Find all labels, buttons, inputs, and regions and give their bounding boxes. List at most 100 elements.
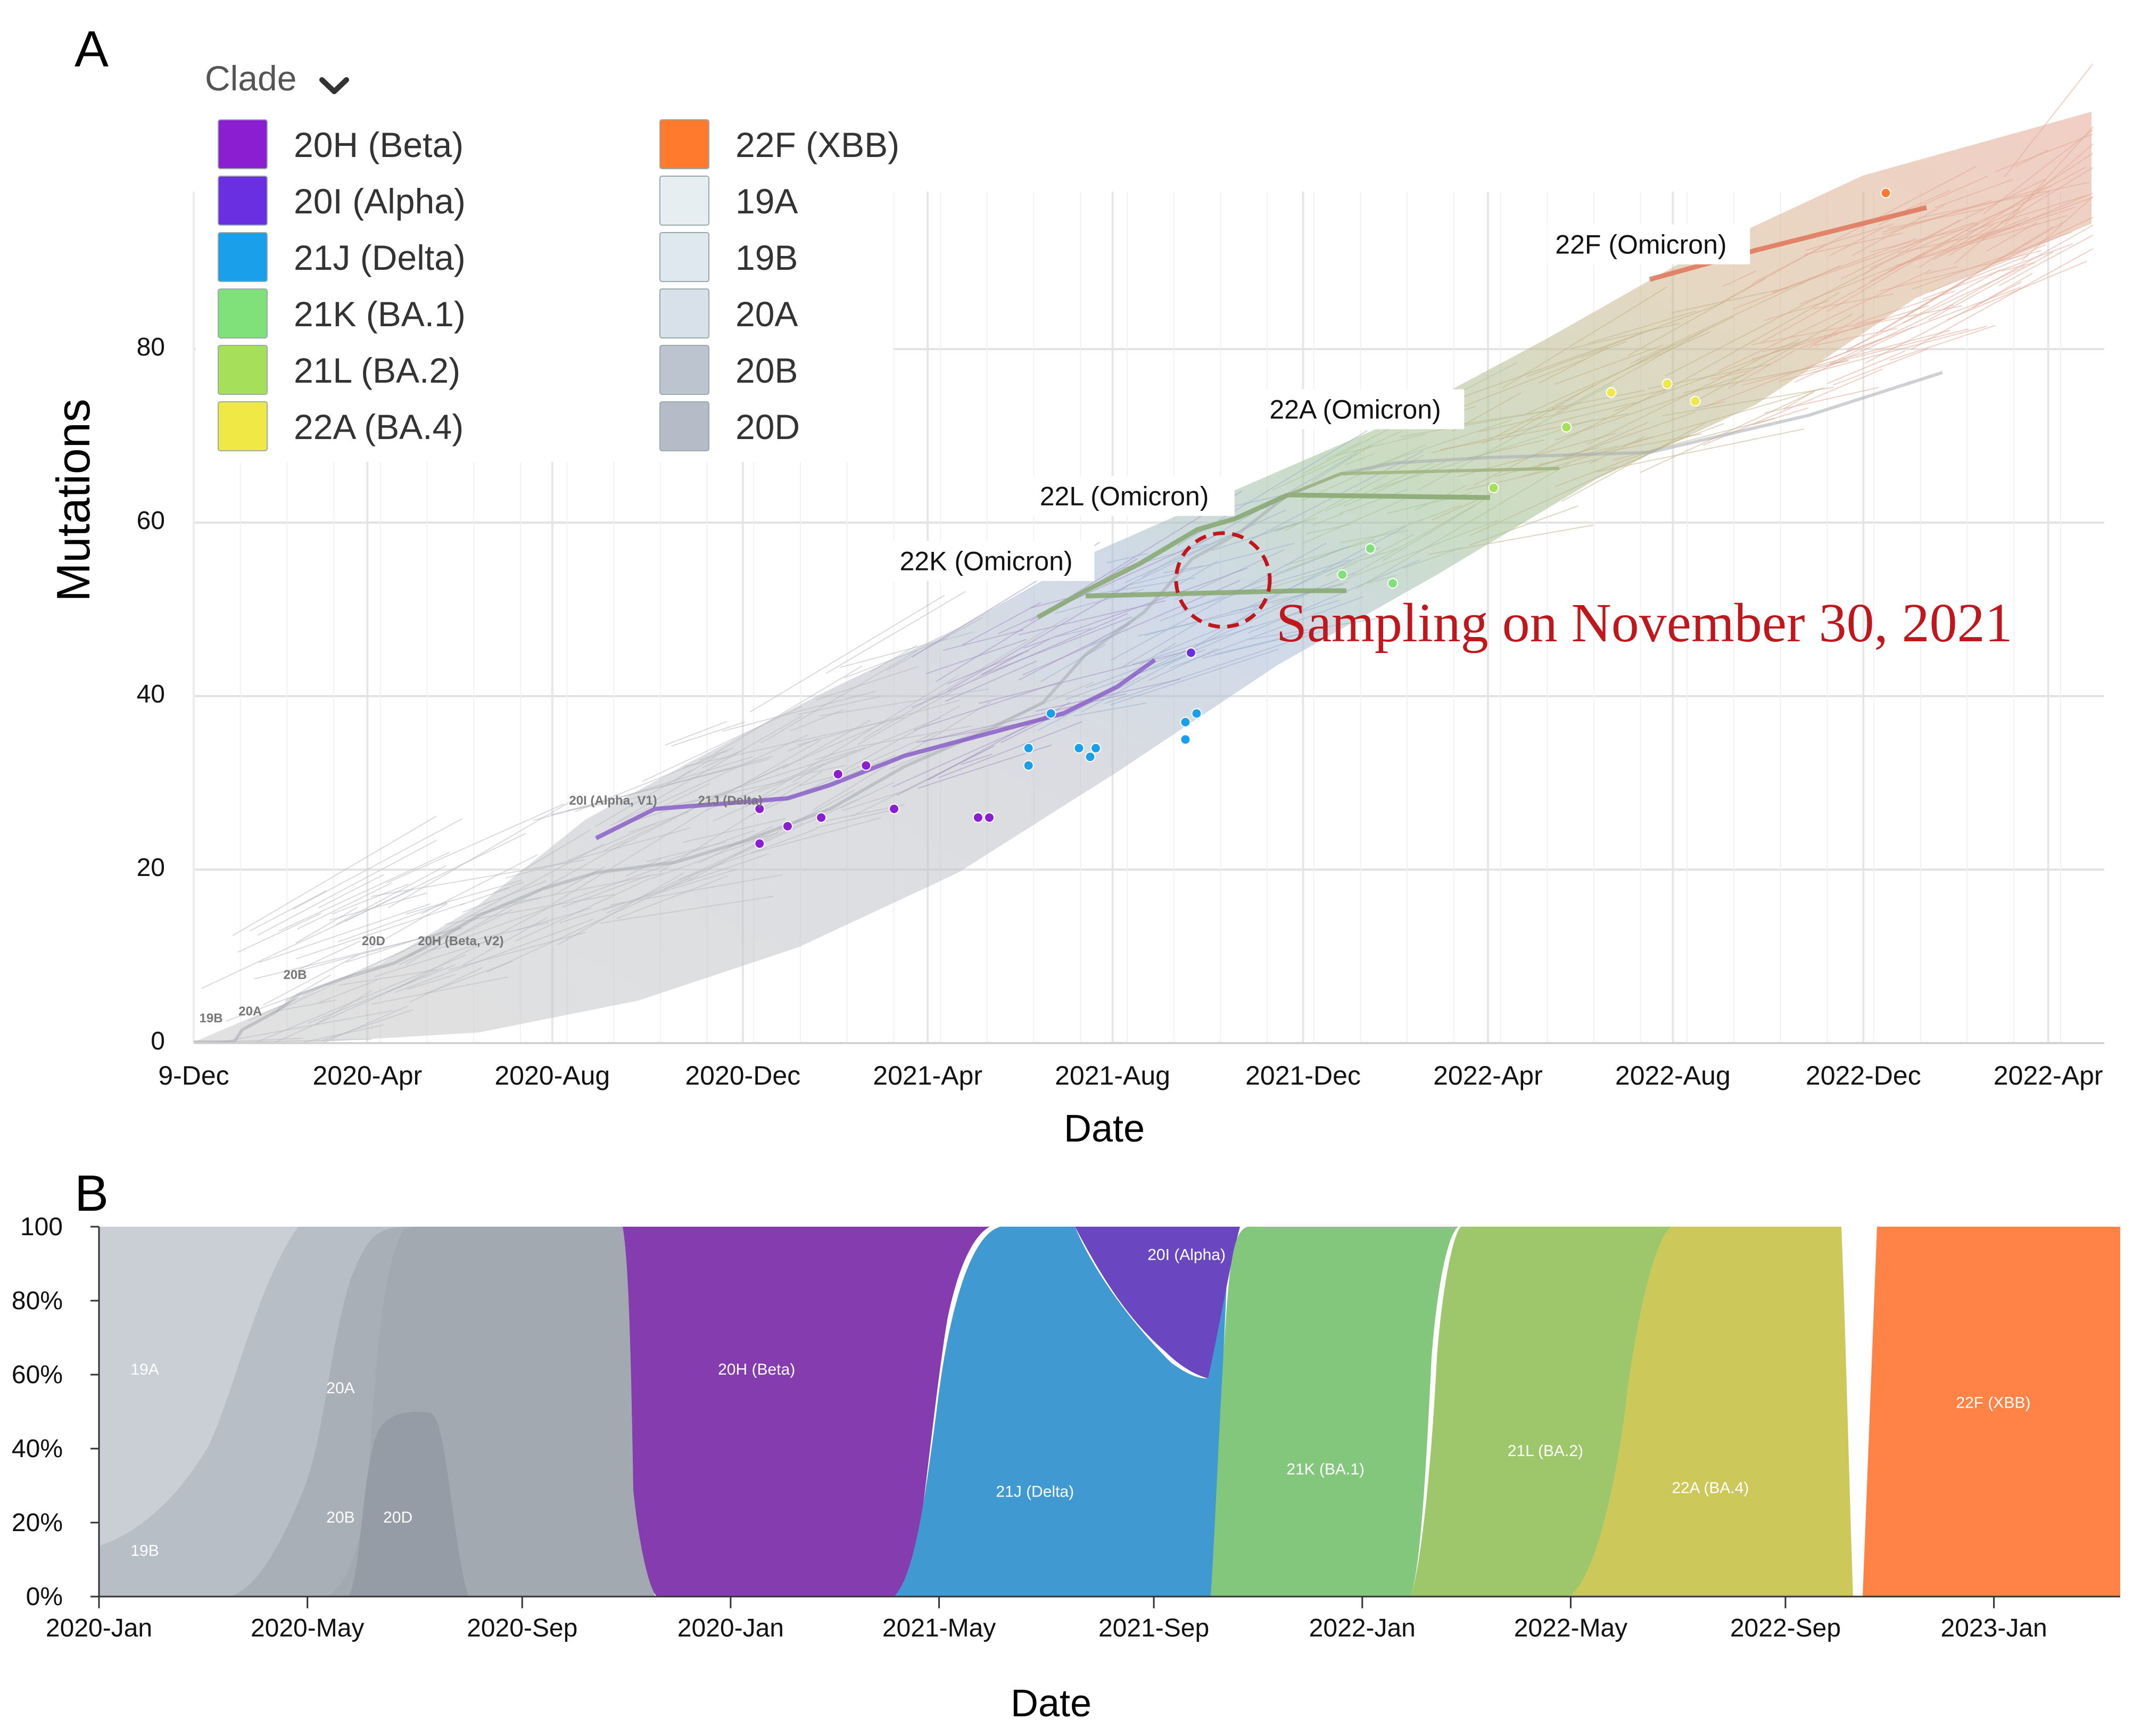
panel-a-clade-labels: 22F (Omicron) 22A (Omicron) 22L (Omicron) 2… — [200, 224, 1750, 1026]
area-21k-ba1 — [1211, 1227, 1458, 1597]
panel-b-x-ticks: 2020-Jan 2020-May 2020-Sep 2020-Jan 2021-May… — [46, 1597, 2047, 1642]
panel-a-x-tick-label: 2020-Aug — [494, 1061, 610, 1090]
area-label: 21K (BA.1) — [1286, 1461, 1365, 1478]
clade-label: 20B — [283, 968, 307, 982]
legend-label: 20B — [735, 351, 798, 390]
point-20h-beta[interactable] — [972, 812, 983, 823]
panel-b-x-tick-label: 2020-May — [251, 1614, 364, 1642]
legend-swatch — [659, 288, 709, 338]
panel-a-x-axis-label: Date — [1064, 1107, 1145, 1150]
sampling-circle — [1174, 531, 1272, 629]
point-21j-delta[interactable] — [1191, 708, 1202, 719]
panel-a-x-tick-label: 2020-Dec — [685, 1061, 800, 1090]
clade-label: 19B — [200, 1011, 223, 1026]
panel-b-y-tick-label: 80% — [12, 1287, 63, 1315]
area-label: 20H (Beta) — [718, 1361, 795, 1378]
point-21l-ba-2[interactable] — [1561, 421, 1572, 433]
point-21j-delta[interactable] — [1090, 742, 1101, 754]
panel-b-x-tick-label: 2023-Jan — [1941, 1614, 2047, 1642]
legend-label: 22A (BA.4) — [294, 407, 464, 447]
legend-label: 20I (Alpha) — [294, 181, 466, 221]
point-22f-xbb[interactable] — [1880, 187, 1891, 199]
panel-a-points — [754, 187, 1891, 849]
panel-a-x-tick-label: 2021-Aug — [1055, 1061, 1170, 1090]
legend-swatch — [659, 345, 709, 395]
legend-swatch — [218, 232, 268, 282]
panel-a-x-tick-label: 9-Dec — [158, 1061, 229, 1090]
panel-b-y-ticks: 0% 20% 40% 60% 80% 100 — [12, 1213, 99, 1611]
point-21k-ba-1[interactable] — [1387, 578, 1398, 589]
area-label: 20D — [383, 1509, 412, 1526]
panel-b-axes — [98, 1227, 2120, 1598]
panel-a-y-tick-label: 20 — [137, 854, 165, 882]
panel-b-letter: B — [75, 1165, 109, 1222]
legend-label: 19B — [735, 238, 798, 277]
legend-label: 20H (Beta) — [294, 125, 464, 164]
point-21j-delta[interactable] — [1180, 716, 1191, 728]
panel-a-y-tick-label: 40 — [137, 680, 165, 708]
clade-label: 20A — [238, 1004, 262, 1019]
legend-title: Clade — [205, 59, 296, 98]
point-20h-beta[interactable] — [754, 838, 765, 849]
point-21k-ba-1[interactable] — [1365, 543, 1376, 554]
panel-b-y-tick-label: 0% — [26, 1583, 63, 1611]
legend-swatch — [218, 119, 268, 169]
panel-a-x-tick-label: 2022-Apr — [1994, 1061, 2103, 1090]
area-label: 21J (Delta) — [996, 1483, 1074, 1500]
point-21j-delta[interactable] — [1085, 751, 1096, 763]
legend-swatch — [659, 176, 709, 226]
point-20h-beta[interactable] — [983, 812, 995, 823]
panel-a-y-axis-label: Mutations — [47, 399, 100, 602]
point-20i-alpha[interactable] — [1185, 647, 1196, 658]
area-20h-beta — [623, 1227, 990, 1597]
legend-label: 21L (BA.2) — [294, 351, 460, 390]
chevron-down-icon[interactable] — [319, 77, 349, 94]
area-label: 19B — [130, 1542, 159, 1560]
panel-a-x-tick-label: 2022-Apr — [1433, 1061, 1543, 1090]
point-22a-ba-4[interactable] — [1606, 387, 1617, 398]
point-20h-beta[interactable] — [861, 760, 872, 771]
area-label: 20B — [326, 1509, 354, 1526]
area-21j-delta — [894, 1227, 1235, 1597]
panel-b-y-tick-label: 40% — [12, 1435, 63, 1463]
legend-label: 20A — [735, 294, 798, 334]
legend-swatch — [218, 176, 268, 226]
panel-a-y-tick-label: 0 — [151, 1027, 165, 1055]
legend-swatch — [659, 119, 709, 169]
clade-label: 22F (Omicron) — [1555, 230, 1726, 260]
point-21j-delta[interactable] — [1023, 760, 1034, 771]
panel-a-x-ticks: 9-Dec 2020-Apr 2020-Aug 2020-Dec 2021-Apr 202… — [158, 1061, 2103, 1090]
point-20h-beta[interactable] — [888, 803, 899, 814]
panel-a-x-tick-label: 2021-Apr — [873, 1061, 982, 1090]
legend-swatch — [218, 288, 268, 338]
panel-b-x-tick-label: 2022-May — [1514, 1614, 1627, 1642]
point-21j-delta[interactable] — [1023, 742, 1034, 754]
area-20i-alpha — [1075, 1227, 1240, 1378]
sampling-annotation: Sampling on November 30, 2021 — [1276, 592, 2013, 654]
panel-b-x-tick-label: 2020-Sep — [467, 1614, 577, 1642]
point-21j-delta[interactable] — [1073, 742, 1085, 754]
legend-label: 21J (Delta) — [294, 238, 466, 277]
point-21j-delta[interactable] — [1180, 734, 1191, 745]
point-21k-ba-1[interactable] — [1337, 569, 1348, 580]
area-label: 22A (BA.4) — [1672, 1479, 1749, 1497]
panel-b-x-tick-label: 2020-Jan — [677, 1614, 784, 1642]
panel-b-y-tick-label: 100 — [20, 1213, 63, 1241]
clade-label: 22A (Omicron) — [1269, 394, 1441, 424]
point-20h-beta[interactable] — [754, 803, 765, 814]
point-22a-ba-4[interactable] — [1661, 378, 1673, 390]
panel-a-y-ticks: 0 20 40 60 80 — [137, 333, 165, 1055]
point-20h-beta[interactable] — [832, 768, 844, 780]
point-20h-beta[interactable] — [782, 821, 793, 832]
legend-swatch — [659, 232, 709, 282]
area-20d — [349, 1411, 468, 1597]
panel-b-y-tick-label: 20% — [12, 1509, 63, 1537]
legend-swatch — [659, 401, 709, 451]
legend-swatch — [218, 345, 268, 395]
point-22a-ba-4[interactable] — [1690, 395, 1701, 407]
point-21l-ba-2[interactable] — [1488, 482, 1499, 493]
point-20h-beta[interactable] — [816, 812, 827, 823]
point-21j-delta[interactable] — [1045, 708, 1056, 719]
clade-legend: Clade 20H (Beta) 20I (Alpha) 21J (Delta) 21… — [196, 57, 899, 462]
